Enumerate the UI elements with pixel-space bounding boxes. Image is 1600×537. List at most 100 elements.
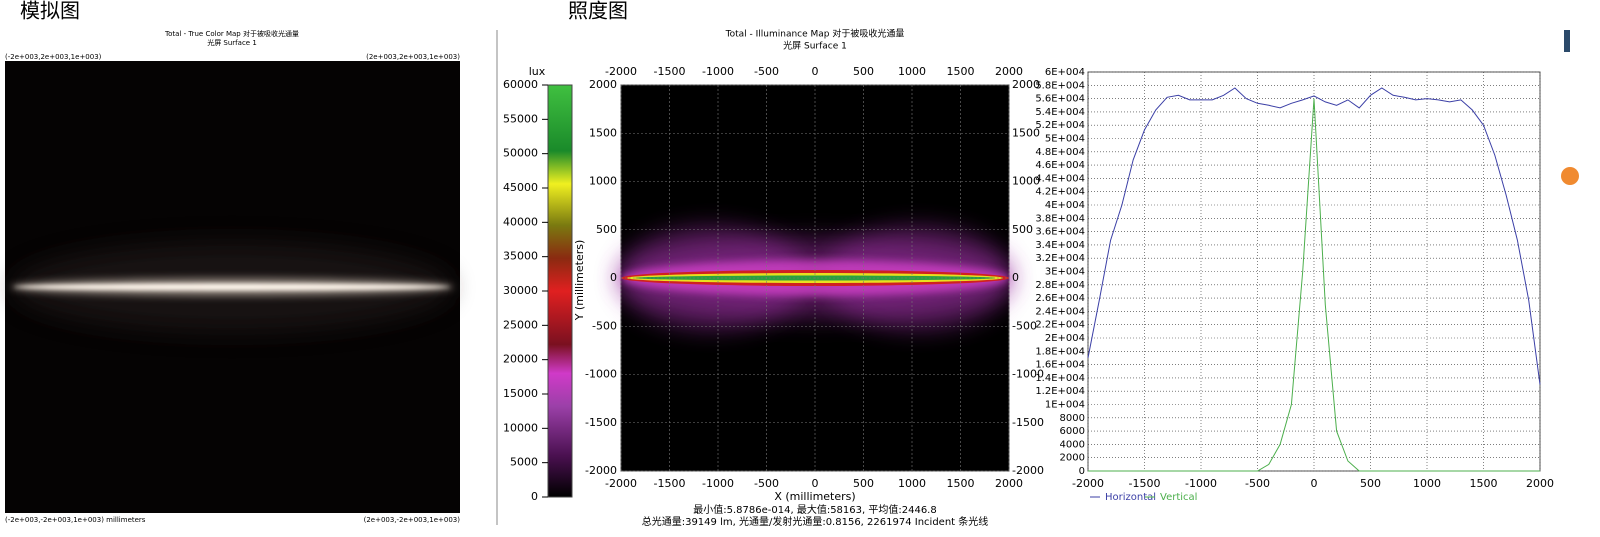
x-tick-label: 500 (853, 65, 874, 78)
map-title: Total - Illuminance Map 对于被吸收光通量 (725, 28, 905, 40)
flux-text: 总光通量:39149 lm, 光通量/发射光通量:0.8156, 2261974… (642, 515, 989, 528)
y-tick-label: 6E+004 (1045, 67, 1085, 78)
x-tick-label: 2000 (995, 477, 1023, 490)
x-tick-label: -1000 (702, 65, 734, 78)
x-tick-label: 0 (1311, 477, 1318, 490)
y-tick-label: -1500 (1012, 416, 1044, 429)
y-tick-label: 2E+004 (1045, 333, 1085, 344)
y-tick-label: 0 (1012, 271, 1019, 284)
y-tick-label: -2000 (585, 464, 617, 477)
y-tick-label: -500 (592, 319, 617, 332)
y-axis-label: Y (millimeters) (573, 240, 586, 322)
corner-label: (2e+003,-2e+003,1e+003) (364, 516, 461, 524)
x-tick-label: -1000 (1185, 477, 1217, 490)
y-tick-label: -500 (1012, 319, 1037, 332)
x-tick-label: -500 (754, 65, 779, 78)
y-tick-label: 0 (1079, 466, 1085, 477)
x-tick-label: 1000 (898, 65, 926, 78)
y-tick-label: 3.4E+004 (1035, 240, 1085, 251)
y-tick-label: 5.6E+004 (1035, 94, 1085, 105)
colorbar-tick-label: 15000 (503, 387, 538, 400)
colorbar-tick-label: 35000 (503, 250, 538, 263)
y-tick-label: 3.2E+004 (1035, 253, 1085, 264)
y-tick-label: 500 (1012, 223, 1033, 236)
y-tick-label: 5.8E+004 (1035, 80, 1085, 91)
y-tick-label: 1500 (1012, 126, 1040, 139)
x-tick-label: 1000 (1413, 477, 1441, 490)
colorbar-tick-label: 55000 (503, 112, 538, 125)
colorbar-tick-label: 10000 (503, 421, 538, 434)
x-tick-label: 1500 (947, 65, 975, 78)
y-tick-label: -1000 (585, 368, 617, 381)
series-line (1088, 98, 1540, 472)
colorbar-tick-label: 20000 (503, 353, 538, 366)
x-tick-label: 2000 (995, 65, 1023, 78)
x-tick-label: -2000 (1072, 477, 1104, 490)
colorbar-tick-label: 30000 (503, 284, 538, 297)
stats-text: 最小值:5.8786e-014, 最大值:58163, 平均值:2446.8 (693, 503, 936, 516)
y-tick-label: 4000 (1060, 439, 1085, 450)
y-tick-label: 2.6E+004 (1035, 293, 1085, 304)
y-tick-label: 3E+004 (1045, 267, 1085, 278)
y-tick-label: 4.8E+004 (1035, 147, 1085, 158)
y-tick-label: 1E+004 (1045, 400, 1085, 411)
y-tick-label: 5.2E+004 (1035, 120, 1085, 131)
legend-label: Vertical (1160, 492, 1197, 503)
y-tick-label: 2.4E+004 (1035, 306, 1085, 317)
colorbar-tick-label: 5000 (510, 456, 538, 469)
x-tick-label: -500 (1245, 477, 1270, 490)
colorbar-tick-label: 25000 (503, 318, 538, 331)
y-tick-label: 1500 (589, 126, 617, 139)
y-tick-label: 4E+004 (1045, 200, 1085, 211)
series-line (1087, 87, 1541, 385)
y-tick-label: -2000 (1012, 464, 1044, 477)
x-tick-label: -2000 (605, 477, 637, 490)
light-line (14, 283, 450, 291)
y-tick-label: 500 (596, 223, 617, 236)
x-tick-label: 0 (812, 477, 819, 490)
corner-label: (-2e+003,-2e+003,1e+003) millimeters (5, 516, 146, 524)
y-tick-label: 2.2E+004 (1035, 320, 1085, 331)
y-tick-label: 0 (610, 271, 617, 284)
x-tick-label: 500 (853, 477, 874, 490)
x-tick-label: -1000 (702, 477, 734, 490)
y-tick-label: 3.8E+004 (1035, 213, 1085, 224)
map-subtitle: 光屏 Surface 1 (783, 40, 847, 52)
colorbar-tick-label: 0 (531, 490, 538, 503)
map-subtitle: 光屏 Surface 1 (207, 38, 257, 47)
y-tick-label: 8000 (1060, 413, 1085, 424)
y-tick-label: 2.8E+004 (1035, 280, 1085, 291)
x-tick-label: 1500 (1470, 477, 1498, 490)
panel-heading: 模拟图 (20, 0, 80, 23)
legend-label: Horizontal (1105, 492, 1156, 503)
x-tick-label: 1500 (947, 477, 975, 490)
x-tick-label: 0 (812, 65, 819, 78)
y-tick-label: 1.2E+004 (1035, 386, 1085, 397)
x-axis-label: X (millimeters) (774, 490, 855, 503)
corner-label: (2e+003,2e+003,1e+003) (366, 53, 460, 61)
colorbar-tick-label: 60000 (503, 78, 538, 91)
panel-heading: 照度图 (568, 0, 628, 23)
side-icon (1564, 30, 1570, 52)
colorbar-label: lux (529, 65, 546, 78)
x-tick-label: -1500 (654, 65, 686, 78)
y-tick-label: -1500 (585, 416, 617, 429)
y-tick-label: 1000 (1012, 175, 1040, 188)
y-tick-label: 4.6E+004 (1035, 160, 1085, 171)
y-tick-label: 2000 (1060, 453, 1085, 464)
x-tick-label: 1000 (898, 477, 926, 490)
colorbar-tick-label: 50000 (503, 147, 538, 160)
y-tick-label: 1000 (589, 175, 617, 188)
corner-label: (-2e+003,2e+003,1e+003) (5, 53, 102, 61)
colorbar-tick-label: 45000 (503, 181, 538, 194)
x-tick-label: -500 (754, 477, 779, 490)
side-icon (1561, 167, 1579, 185)
illuminance-map (547, 84, 1013, 498)
x-tick-label: -2000 (605, 65, 637, 78)
y-tick-label: -1000 (1012, 368, 1044, 381)
colorbar (547, 84, 573, 498)
map-title: Total - True Color Map 对于被吸收光通量 (164, 29, 299, 38)
x-tick-label: 2000 (1526, 477, 1554, 490)
y-tick-label: 5.4E+004 (1035, 107, 1085, 118)
